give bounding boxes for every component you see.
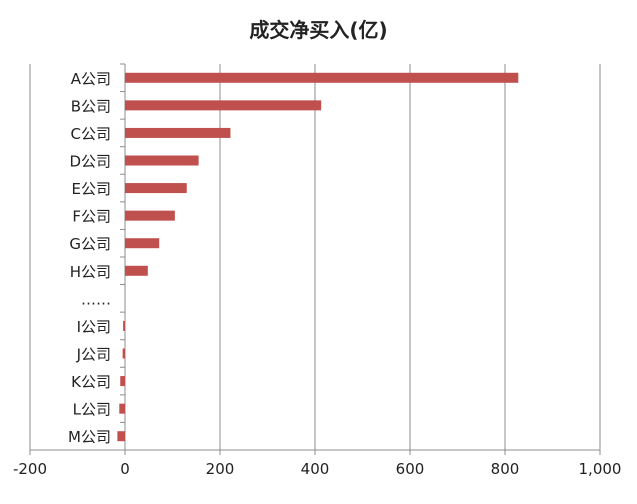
category-label: K公司 <box>71 373 111 391</box>
category-label: H公司 <box>70 263 111 281</box>
bar <box>125 155 199 166</box>
x-tick-label: 800 <box>491 460 520 478</box>
bar <box>125 210 175 221</box>
category-label: E公司 <box>72 180 111 198</box>
category-label: G公司 <box>69 235 111 253</box>
x-tick-label: -200 <box>13 460 47 478</box>
bar <box>123 320 125 331</box>
x-tick-label: 200 <box>206 460 235 478</box>
category-label: J公司 <box>76 346 111 364</box>
category-label: I公司 <box>77 318 111 336</box>
bar <box>117 431 125 442</box>
bar <box>125 265 148 276</box>
x-tick-label: 1,000 <box>579 460 622 478</box>
bar <box>119 403 125 414</box>
category-label: F公司 <box>72 208 111 226</box>
x-tick-label: 400 <box>301 460 330 478</box>
category-label: C公司 <box>71 125 111 143</box>
bar <box>125 183 187 194</box>
chart-title: 成交净买入(亿) <box>249 18 388 42</box>
category-label: M公司 <box>68 428 111 446</box>
bar <box>125 72 519 83</box>
category-label: L公司 <box>73 401 111 419</box>
bar <box>120 376 125 387</box>
bar <box>125 127 231 138</box>
x-tick-label: 600 <box>396 460 425 478</box>
bar <box>125 100 322 111</box>
bar <box>125 238 160 249</box>
x-tick-label: 0 <box>120 460 130 478</box>
category-label: B公司 <box>71 97 111 115</box>
category-label: A公司 <box>71 70 111 88</box>
category-label: …… <box>81 290 111 308</box>
category-label: D公司 <box>69 153 111 171</box>
bar <box>122 348 125 359</box>
